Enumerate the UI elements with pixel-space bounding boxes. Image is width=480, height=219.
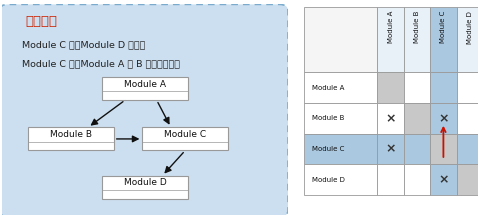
Bar [304, 164, 377, 195]
Text: Module C は、Module D を呼ぶ: Module C は、Module D を呼ぶ [23, 40, 146, 49]
Bar [377, 7, 404, 72]
Text: ×: × [438, 112, 449, 125]
Bar [304, 72, 377, 103]
Bar [304, 103, 377, 134]
Bar [377, 103, 404, 134]
Text: Module C は、Module A と B から呼ばれる: Module C は、Module A と B から呼ばれる [23, 59, 180, 68]
Bar [304, 7, 377, 72]
Text: 設計意図: 設計意図 [25, 15, 57, 28]
Bar [102, 176, 188, 199]
Text: Module A: Module A [124, 79, 166, 88]
Bar [456, 134, 480, 164]
Bar [404, 134, 430, 164]
Bar [456, 72, 480, 103]
Bar [430, 103, 456, 134]
Text: Module A: Module A [312, 85, 344, 91]
Text: ×: × [438, 173, 449, 186]
Text: ×: × [385, 142, 396, 155]
Bar [377, 164, 404, 195]
Bar [430, 164, 456, 195]
Text: Module B: Module B [312, 115, 344, 121]
Bar [28, 127, 114, 150]
Bar [404, 103, 430, 134]
Bar [430, 7, 456, 72]
Text: Module B: Module B [414, 11, 420, 43]
Bar [377, 134, 404, 164]
Bar [377, 72, 404, 103]
Text: Module D: Module D [467, 11, 473, 44]
Bar [102, 77, 188, 100]
Bar [456, 164, 480, 195]
Bar [430, 72, 456, 103]
Bar [404, 72, 430, 103]
Bar [430, 134, 456, 164]
Bar [304, 134, 377, 164]
Bar [143, 127, 228, 150]
Bar [456, 103, 480, 134]
Text: Module C: Module C [164, 130, 206, 139]
Bar [404, 7, 430, 72]
Bar [404, 164, 430, 195]
Text: Module D: Module D [312, 177, 345, 183]
Text: Module B: Module B [50, 130, 92, 139]
Text: Module C: Module C [441, 11, 446, 43]
Text: Module A: Module A [387, 11, 394, 43]
Bar [456, 7, 480, 72]
FancyBboxPatch shape [0, 4, 288, 217]
Text: Module D: Module D [124, 178, 167, 187]
Text: Module C: Module C [312, 146, 344, 152]
Text: ×: × [385, 112, 396, 125]
